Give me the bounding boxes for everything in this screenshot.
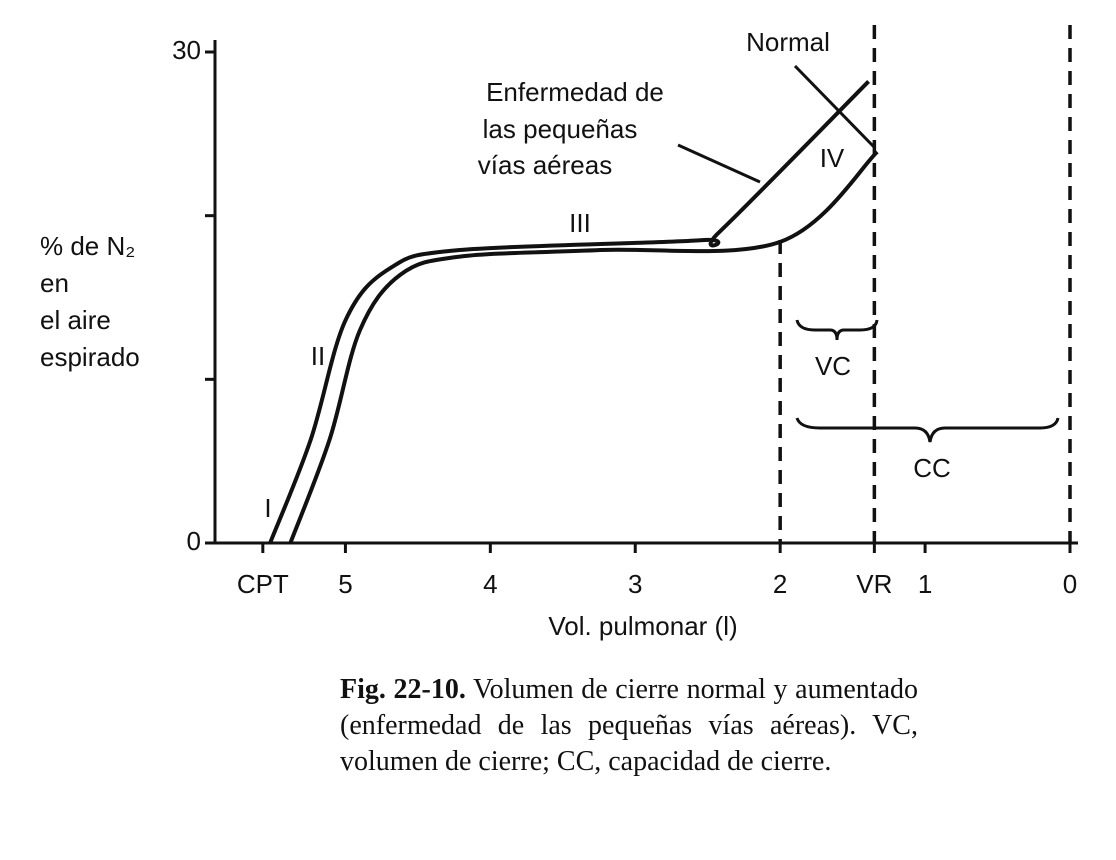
phase-label: III (569, 208, 591, 238)
series-label: Enfermedad de (486, 77, 664, 107)
y-tick-label: 30 (172, 35, 201, 65)
x-tick-label: 3 (628, 569, 642, 599)
caption-text: Volumen de cierre normal y aumentado (en… (340, 674, 918, 777)
x-label: Vol. pulmonar (l) (548, 611, 737, 641)
y-label: el aire (40, 305, 111, 335)
phase-label: I (264, 493, 271, 523)
chart: % de N₂ en el aire espirado Vol. pulmona… (40, 25, 1078, 641)
caption: Fig. 22-10. Volumen de cierre normal y a… (340, 672, 918, 780)
x-tick-label: 1 (918, 569, 932, 599)
x-tick-label: 4 (483, 569, 497, 599)
leader-line (677, 143, 761, 184)
x-tick-label: 5 (338, 569, 352, 599)
leader-line (793, 64, 877, 150)
brace-label: CC (913, 453, 951, 483)
x-tick-label: 2 (773, 569, 787, 599)
brace (795, 417, 1060, 443)
y-label: % de N₂ (40, 231, 135, 261)
series-label: Normal (746, 27, 830, 57)
y-label: espirado (40, 342, 140, 372)
series-line (288, 150, 879, 544)
brace-label: VC (815, 351, 851, 381)
phase-label: II (311, 341, 325, 371)
x-tick-label: 0 (1063, 569, 1077, 599)
y-label: en (40, 268, 69, 298)
series-line (268, 80, 870, 544)
series-label: vías aéreas (478, 150, 612, 180)
phase-label: IV (820, 143, 845, 173)
x-tick-label: CPT (237, 569, 289, 599)
brace (795, 319, 879, 341)
caption-label: Fig. 22-10. (340, 674, 466, 705)
series-label: las pequeñas (483, 114, 638, 144)
x-tick-label: VR (856, 569, 892, 599)
y-tick-label: 0 (187, 526, 201, 556)
